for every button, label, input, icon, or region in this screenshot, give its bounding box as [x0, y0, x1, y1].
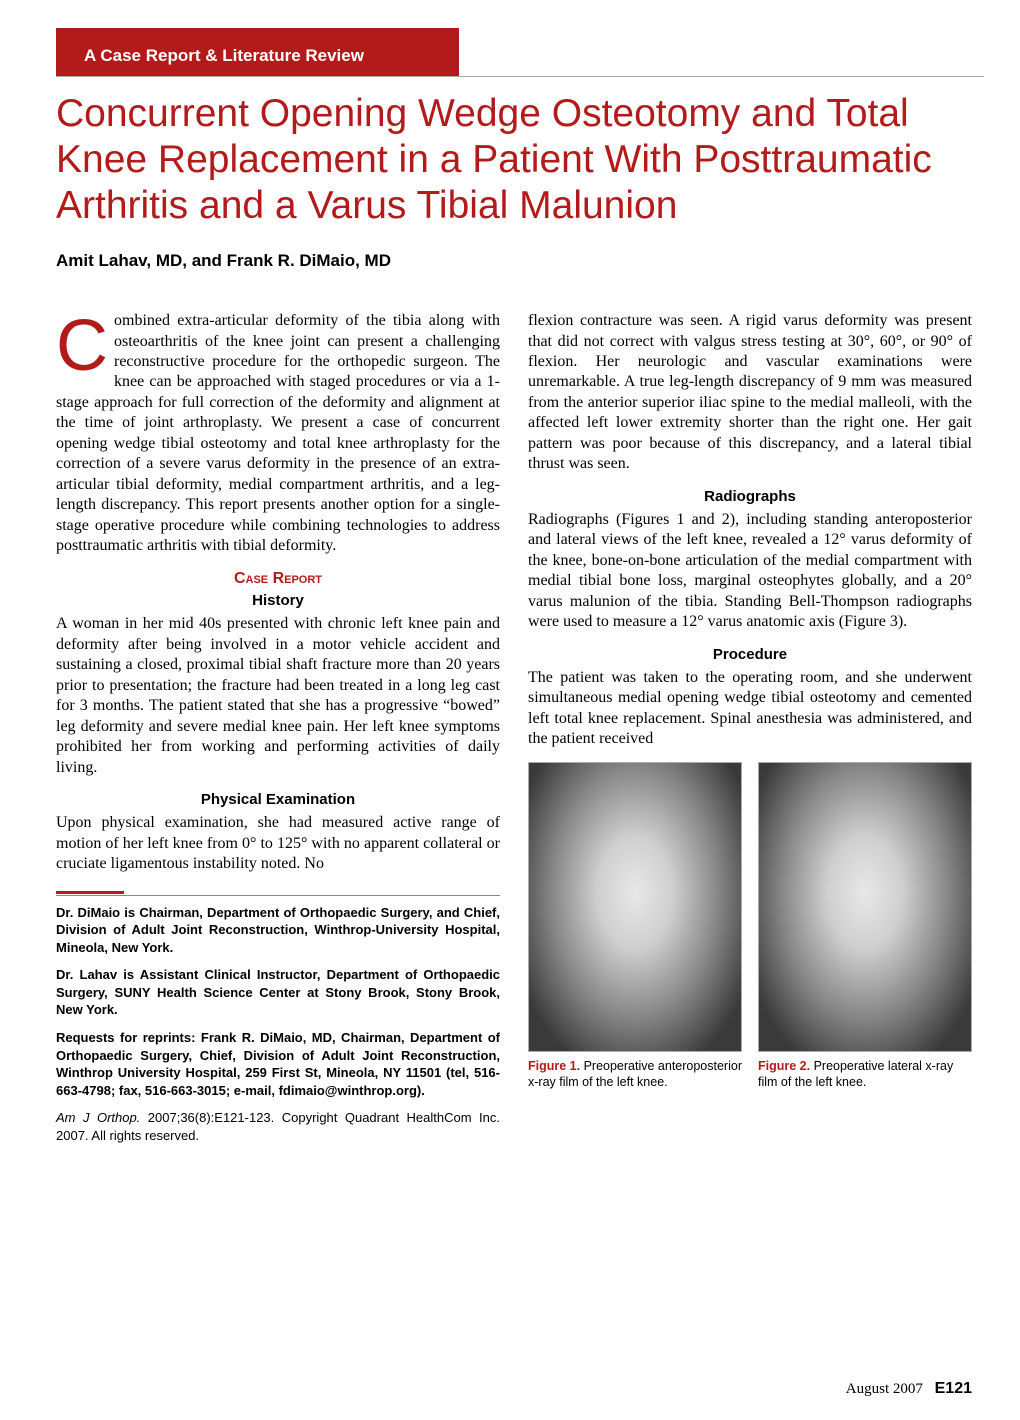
affiliation-rule: [56, 891, 500, 896]
category-banner-text: A Case Report & Literature Review: [84, 46, 364, 65]
figure-1: Figure 1. Preoperative anteroposterior x…: [528, 762, 742, 1091]
dropcap: C: [56, 311, 114, 376]
figure-2: Figure 2. Preoperative lateral x-ray fil…: [758, 762, 972, 1091]
footer-date: August 2007: [846, 1381, 923, 1397]
authors-line: Amit Lahav, MD, and Frank R. DiMaio, MD: [56, 251, 972, 271]
intro-text: ombined extra-articular deformity of the…: [56, 312, 500, 554]
figure-1-image: [528, 762, 742, 1052]
intro-paragraph: C ombined extra-articular deformity of t…: [56, 311, 500, 557]
section-heading-case-report: Case Report: [56, 569, 500, 589]
subhead-procedure: Procedure: [528, 645, 972, 664]
affiliation-rule-thin: [56, 895, 500, 896]
affiliation-2: Dr. Lahav is Assistant Clinical Instruct…: [56, 966, 500, 1019]
figure-2-caption: Figure 2. Preoperative lateral x-ray fil…: [758, 1058, 972, 1091]
column-right: flexion contracture was seen. A rigid va…: [528, 311, 972, 1144]
radiographs-text: Radiographs (Figures 1 and 2), including…: [528, 510, 972, 633]
subhead-radiographs: Radiographs: [528, 487, 972, 506]
history-text: A woman in her mid 40s presented with ch…: [56, 614, 500, 778]
page-footer: August 2007 E121: [846, 1380, 972, 1398]
subhead-history: History: [56, 591, 500, 610]
figure-2-image: [758, 762, 972, 1052]
procedure-text: The patient was taken to the operating r…: [528, 668, 972, 750]
column-left: C ombined extra-articular deformity of t…: [56, 311, 500, 1144]
category-banner: A Case Report & Literature Review: [56, 28, 459, 76]
affiliation-1: Dr. DiMaio is Chairman, Department of Or…: [56, 904, 500, 957]
figure-1-lead: Figure 1.: [528, 1059, 580, 1073]
footer-page: E121: [935, 1380, 972, 1397]
article-title: Concurrent Opening Wedge Osteotomy and T…: [56, 91, 972, 229]
citation: Am J Orthop. 2007;36(8):E121-123. Copyri…: [56, 1109, 500, 1144]
physical-text: Upon physical examination, she had measu…: [56, 813, 500, 874]
physical-continued: flexion contracture was seen. A rigid va…: [528, 311, 972, 475]
figure-1-caption: Figure 1. Preoperative anteroposterior x…: [528, 1058, 742, 1091]
affiliation-3: Requests for reprints: Frank R. DiMaio, …: [56, 1029, 500, 1099]
citation-journal: Am J Orthop.: [56, 1110, 140, 1125]
body-columns: C ombined extra-articular deformity of t…: [56, 311, 972, 1144]
figure-2-lead: Figure 2.: [758, 1059, 810, 1073]
subhead-physical: Physical Examination: [56, 790, 500, 809]
affiliation-rule-red: [56, 891, 124, 894]
header-rule: [56, 76, 984, 77]
figure-row: Figure 1. Preoperative anteroposterior x…: [528, 762, 972, 1091]
